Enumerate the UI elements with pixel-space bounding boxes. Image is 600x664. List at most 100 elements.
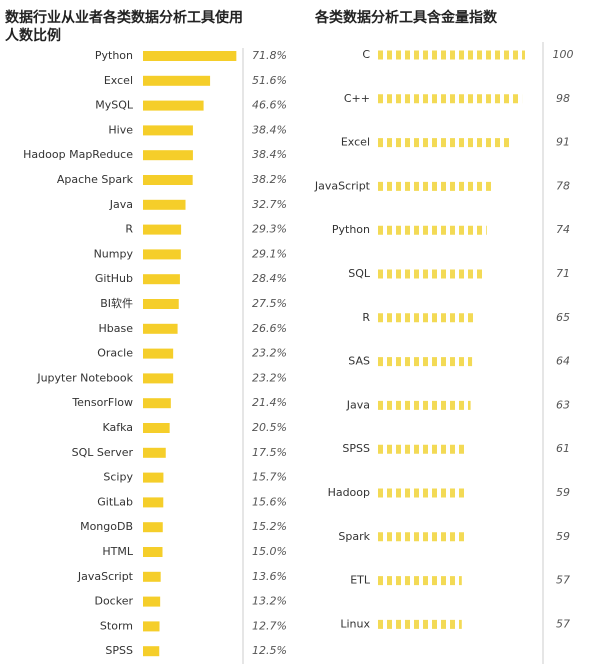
bar	[143, 571, 161, 582]
category-label: Python	[95, 49, 133, 62]
value-label: 38.4%	[252, 123, 287, 136]
value-label: 59	[556, 486, 570, 499]
category-label: SAS	[348, 355, 370, 368]
value-label: 29.1%	[252, 247, 287, 260]
category-label: Spark	[338, 530, 370, 543]
value-label: 71	[556, 267, 570, 280]
category-label: Storm	[100, 619, 133, 632]
value-label: 57	[556, 574, 570, 587]
category-label: HTML	[102, 545, 133, 558]
value-label: 51.6%	[252, 74, 287, 87]
value-label: 23.2%	[252, 347, 287, 360]
bar	[143, 596, 161, 607]
value-label: 59	[556, 530, 570, 543]
bar	[143, 299, 179, 309]
bar	[143, 75, 211, 86]
value-label: 15.0%	[252, 545, 287, 558]
bar	[143, 249, 181, 260]
bar	[143, 199, 186, 210]
category-label: GitLab	[97, 495, 133, 508]
category-label: C++	[344, 92, 370, 105]
bar	[143, 224, 182, 235]
value-label: 17.5%	[252, 446, 287, 459]
bar	[143, 423, 170, 433]
category-label: GitHub	[95, 272, 133, 285]
value-label: 78	[556, 179, 570, 192]
value-label: 46.6%	[252, 99, 287, 112]
category-label: Excel	[341, 136, 370, 149]
value-label: 15.6%	[252, 495, 287, 508]
bar	[143, 51, 237, 61]
category-label: Jupyter Notebook	[36, 371, 133, 384]
value-label: 98	[556, 92, 570, 105]
category-label: Excel	[104, 74, 133, 87]
bar	[143, 522, 163, 533]
bar	[143, 373, 174, 384]
value-label: 32.7%	[252, 198, 287, 211]
value-label: 38.2%	[252, 173, 287, 186]
bar	[143, 398, 171, 409]
bar	[143, 175, 193, 185]
value-label: 65	[556, 311, 570, 324]
category-label: R	[125, 223, 133, 236]
category-label: SPSS	[105, 644, 133, 657]
category-label: MySQL	[95, 99, 134, 112]
category-label: Hadoop	[328, 486, 370, 499]
value-label: 28.4%	[252, 272, 287, 285]
value-label: 13.2%	[252, 595, 287, 608]
bar	[143, 497, 164, 508]
value-label: 38.4%	[252, 148, 287, 161]
value-label: 13.6%	[252, 570, 287, 583]
bar	[143, 150, 193, 161]
category-label: SQL	[348, 267, 371, 280]
value-label: 29.3%	[252, 223, 287, 236]
category-label: Linux	[340, 617, 370, 630]
chart-title: 各类数据分析工具含金量指数	[315, 10, 497, 26]
bar	[143, 125, 193, 136]
category-label: Hadoop MapReduce	[23, 148, 133, 161]
value-label: 71.8%	[252, 49, 287, 62]
category-label: Docker	[94, 595, 133, 608]
value-label: 63	[556, 398, 570, 411]
category-label: Kafka	[102, 421, 133, 434]
category-label: SPSS	[342, 442, 370, 455]
value-label: 15.7%	[252, 471, 287, 484]
bar	[143, 348, 174, 359]
category-label: C	[362, 48, 370, 61]
category-label: Numpy	[94, 247, 134, 260]
value-label: 21.4%	[252, 396, 287, 409]
value-label: 64	[556, 355, 570, 368]
bar	[143, 274, 180, 285]
category-label: Java	[109, 198, 133, 211]
category-label: R	[362, 311, 370, 324]
category-label: Hive	[108, 123, 133, 136]
value-label: 27.5%	[252, 297, 287, 310]
value-label: 12.7%	[252, 619, 287, 632]
category-label: Oracle	[97, 347, 133, 360]
value-label: 15.2%	[252, 520, 287, 533]
category-label: BI软件	[100, 296, 133, 310]
bar	[143, 100, 204, 111]
value-label: 100	[553, 48, 574, 61]
category-label: TensorFlow	[71, 396, 133, 409]
bar	[143, 621, 160, 632]
category-label: Scipy	[103, 471, 133, 484]
bar	[143, 646, 160, 657]
value-label: 20.5%	[252, 421, 287, 434]
category-label: JavaScript	[77, 570, 134, 583]
category-label: Java	[346, 398, 370, 411]
value-label: 57	[556, 617, 570, 630]
bar	[143, 447, 166, 458]
chart-title: 数据行业从业者各类数据分析工具使用人数比例	[5, 10, 243, 44]
value-label: 26.6%	[252, 322, 287, 335]
value-label: 12.5%	[252, 644, 287, 657]
value-label: 74	[556, 223, 570, 236]
bar	[143, 472, 164, 483]
category-label: ETL	[350, 574, 371, 587]
category-label: JavaScript	[314, 179, 371, 192]
bar	[143, 323, 178, 334]
value-label: 23.2%	[252, 371, 287, 384]
value-label: 91	[556, 136, 570, 149]
category-label: Apache Spark	[57, 173, 134, 186]
